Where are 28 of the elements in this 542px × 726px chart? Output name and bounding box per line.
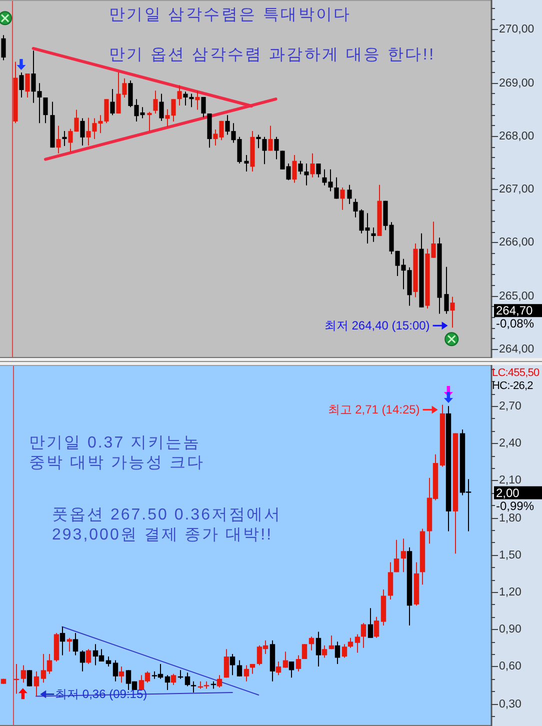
y-tick-label: 2,10: [499, 474, 522, 486]
y-tick-label: 267,00: [499, 184, 534, 196]
y-tick-label: 1,50: [499, 550, 522, 562]
y-tick-label: 0,90: [499, 624, 522, 636]
y-tick-label: 2,70: [499, 400, 522, 412]
annotation: 풋옵션 267.50 0.36저점에서 293,000원 결제 종가 대박!!: [52, 506, 282, 544]
y-tick-label: 268,00: [499, 130, 534, 142]
annotation: 만기일 0.37 지키는놈 중박 대박 가능성 크다: [29, 434, 204, 472]
text: LC:455,50: [492, 367, 540, 379]
y-tick-label: 2,40: [499, 438, 522, 450]
y-tick-label: 1,20: [499, 586, 522, 598]
text: 264,70: [496, 304, 534, 318]
text: -0,99%: [496, 498, 534, 513]
annotation: 최고 2,71 (14:25): [328, 402, 420, 417]
text: 만기 옵션 삼각수렴 과감하게 대응 한다!!: [109, 46, 436, 64]
chart-title: 만기일 삼각수렴은 특대박이다: [109, 6, 352, 24]
y-tick-label: 264,00: [499, 344, 534, 356]
y-tick-label: 265,00: [499, 290, 534, 302]
y-tick-label: 0,60: [499, 660, 522, 672]
text: 2,00: [496, 486, 520, 500]
y-tick-label: 270,00: [499, 24, 534, 36]
text: HC:-26,2: [492, 380, 534, 392]
text: -0,08%: [496, 316, 534, 331]
annotation: 최저 264,40 (15:00): [324, 318, 430, 333]
y-tick-label: 1,80: [499, 512, 522, 524]
y-tick-label: 266,00: [499, 236, 534, 248]
y-tick-label: 269,00: [499, 78, 534, 90]
y-tick-label: 0,30: [499, 698, 522, 710]
